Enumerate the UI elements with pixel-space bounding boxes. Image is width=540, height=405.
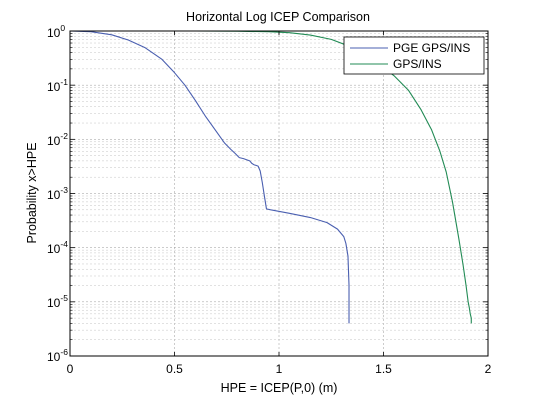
x-tick-label: 0 [67,362,74,376]
x-tick-label: 1 [276,362,283,376]
series-layer [69,30,472,324]
plot-frame [69,30,489,357]
x-tick-label: 2 [485,362,492,376]
chart-title: Horizontal Log ICEP Comparison [186,10,370,24]
legend-label-gps-ins: GPS/INS [393,57,442,71]
y-tick-label: 10-2 [47,131,68,148]
y-tick-label: 10-1 [47,77,68,94]
grid-lines [70,31,488,356]
x-tick-label: 1.5 [375,362,392,376]
legend-box [343,36,485,75]
y-axis-label: Probability x>HPE [25,142,39,243]
series-line-gps-ins [70,30,472,324]
legend-label-pge-gps-ins: PGE GPS/INS [393,41,470,55]
x-axis-label: HPE = ICEP(P,0) (m) [221,381,338,395]
legend: PGE GPS/INS GPS/INS [343,36,485,75]
y-tick-label: 100 [47,23,65,40]
y-tick-label: 10-6 [47,347,68,364]
x-axis: 0 0.5 1 1.5 2 HPE = ICEP(P,0) (m) [67,362,492,395]
y-tick-label: 10-4 [47,239,68,256]
y-tick-label: 10-5 [47,293,68,310]
x-tick-label: 0.5 [166,362,183,376]
y-axis: 100 10-1 10-2 10-3 10-4 10-5 10-6 Probab… [25,23,68,364]
series-line-pge-gps-ins [69,30,350,324]
plot-area [69,30,489,357]
y-tick-label: 10-3 [47,185,68,202]
